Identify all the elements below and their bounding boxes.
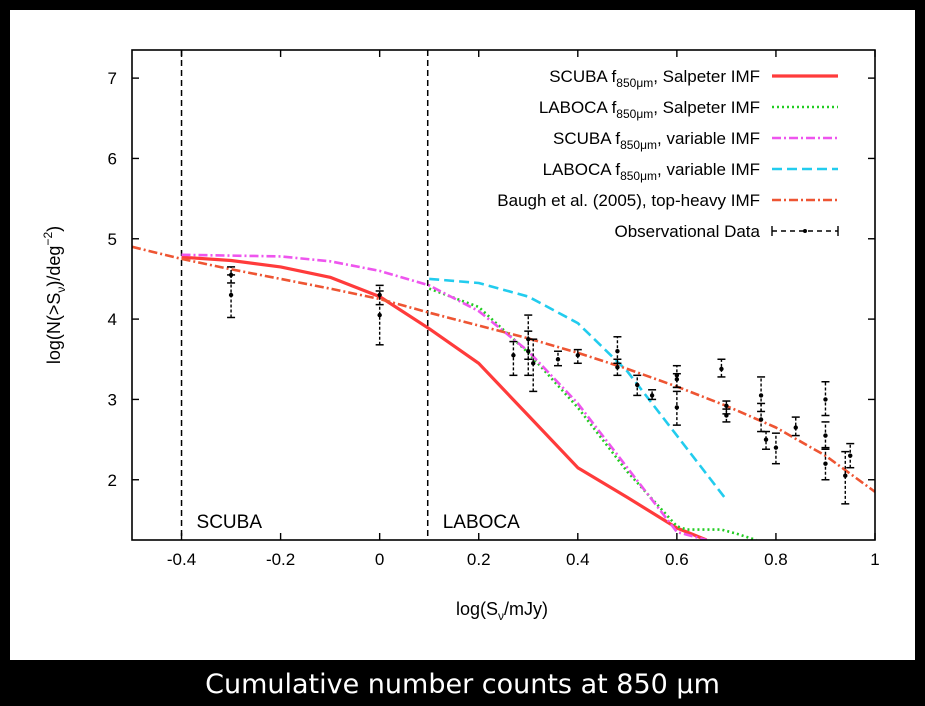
- x-tick-label: 0: [375, 550, 384, 569]
- observation-point: [672, 372, 681, 389]
- observation-point: [762, 430, 771, 450]
- legend-label: Observational Data: [614, 222, 760, 241]
- legend-label: SCUBA f850μm, variable IMF: [553, 129, 760, 152]
- x-tick-label: 0.8: [764, 550, 788, 569]
- legend-label: LABOCA f850μm, variable IMF: [543, 160, 760, 183]
- slide-caption: Cumulative number counts at 850 μm: [205, 669, 720, 700]
- region-labels: SCUBA LABOCA: [197, 512, 521, 533]
- series-line: [429, 277, 728, 501]
- x-tick-label: 0.6: [665, 550, 689, 569]
- legend-entry: Baugh et al. (2005), top-heavy IMF: [497, 191, 838, 210]
- x-axis-label: log(Sν/mJy): [456, 599, 548, 623]
- x-tick-label: 0.2: [467, 550, 491, 569]
- legend-entry: SCUBA f850μm, Salpeter IMF: [549, 67, 838, 90]
- legend-entry: LABOCA f850μm, Salpeter IMF: [539, 98, 838, 121]
- observation-point: [717, 358, 726, 378]
- observation-point: [227, 274, 236, 319]
- x-tick-label: 1: [870, 550, 879, 569]
- observation-point: [375, 290, 384, 346]
- plot-frame: [131, 49, 876, 541]
- observation-point: [509, 340, 518, 377]
- region-label: SCUBA: [197, 512, 263, 533]
- observation-point: [821, 381, 830, 417]
- y-tick-label: 6: [108, 149, 117, 168]
- series-line: [181, 253, 707, 540]
- legend-label: Baugh et al. (2005), top-heavy IMF: [497, 191, 760, 210]
- legend: SCUBA f850μm, Salpeter IMF LABOCA f850μm,…: [497, 67, 839, 241]
- observation-point: [821, 421, 830, 449]
- y-tick-label: 5: [108, 230, 117, 249]
- legend-entry: Observational Data: [614, 222, 839, 241]
- observation-point: [757, 402, 766, 433]
- series-line: [428, 287, 757, 540]
- model-curves: [132, 245, 875, 540]
- legend-entry: SCUBA f850μm, variable IMF: [553, 129, 838, 152]
- observation-point: [648, 389, 657, 401]
- observation-point: [633, 374, 642, 397]
- y-tick-label: 4: [108, 310, 117, 329]
- x-tick-label: -0.4: [167, 550, 196, 569]
- observation-point: [553, 350, 562, 367]
- observation-point: [791, 416, 800, 437]
- observation-point: [613, 358, 622, 377]
- observation-point: [672, 390, 681, 426]
- observation-point: [529, 338, 538, 393]
- axis-ticks: -0.4 -0.2 0 0.2 0.4 0.6 0.8 1 2 3 4 5 6 7: [108, 50, 880, 569]
- plot-panel: -0.4 -0.2 0 0.2 0.4 0.6 0.8 1 2 3 4 5 6 7 SCUBA LABOCA…: [10, 10, 915, 660]
- region-divider-lines: [180, 50, 429, 540]
- series-line: [132, 245, 875, 493]
- observation-point: [821, 448, 830, 481]
- observation-point: [524, 330, 533, 377]
- y-tick-label: 7: [108, 69, 117, 88]
- chart: -0.4 -0.2 0 0.2 0.4 0.6 0.8 1 2 3 4 5 6 7 SCUBA LABOCA…: [41, 49, 880, 623]
- region-label: LABOCA: [443, 512, 520, 533]
- x-tick-label: 0.4: [566, 550, 590, 569]
- y-tick-label: 3: [108, 390, 117, 409]
- observation-point: [771, 432, 780, 465]
- legend-entry: LABOCA f850μm, variable IMF: [543, 160, 838, 183]
- legend-label: LABOCA f850μm, Salpeter IMF: [539, 98, 760, 121]
- y-tick-label: 2: [108, 471, 117, 490]
- observational-data-points: [227, 266, 855, 505]
- observation-point: [722, 408, 731, 423]
- observation-point: [841, 450, 850, 505]
- observation-point: [846, 442, 855, 469]
- observation-point: [573, 348, 582, 365]
- y-axis-label: log(N(>Sν)/deg−2): [41, 226, 68, 364]
- series-line: [181, 255, 708, 540]
- legend-label: SCUBA f850μm, Salpeter IMF: [549, 67, 760, 90]
- x-tick-label: -0.2: [266, 550, 295, 569]
